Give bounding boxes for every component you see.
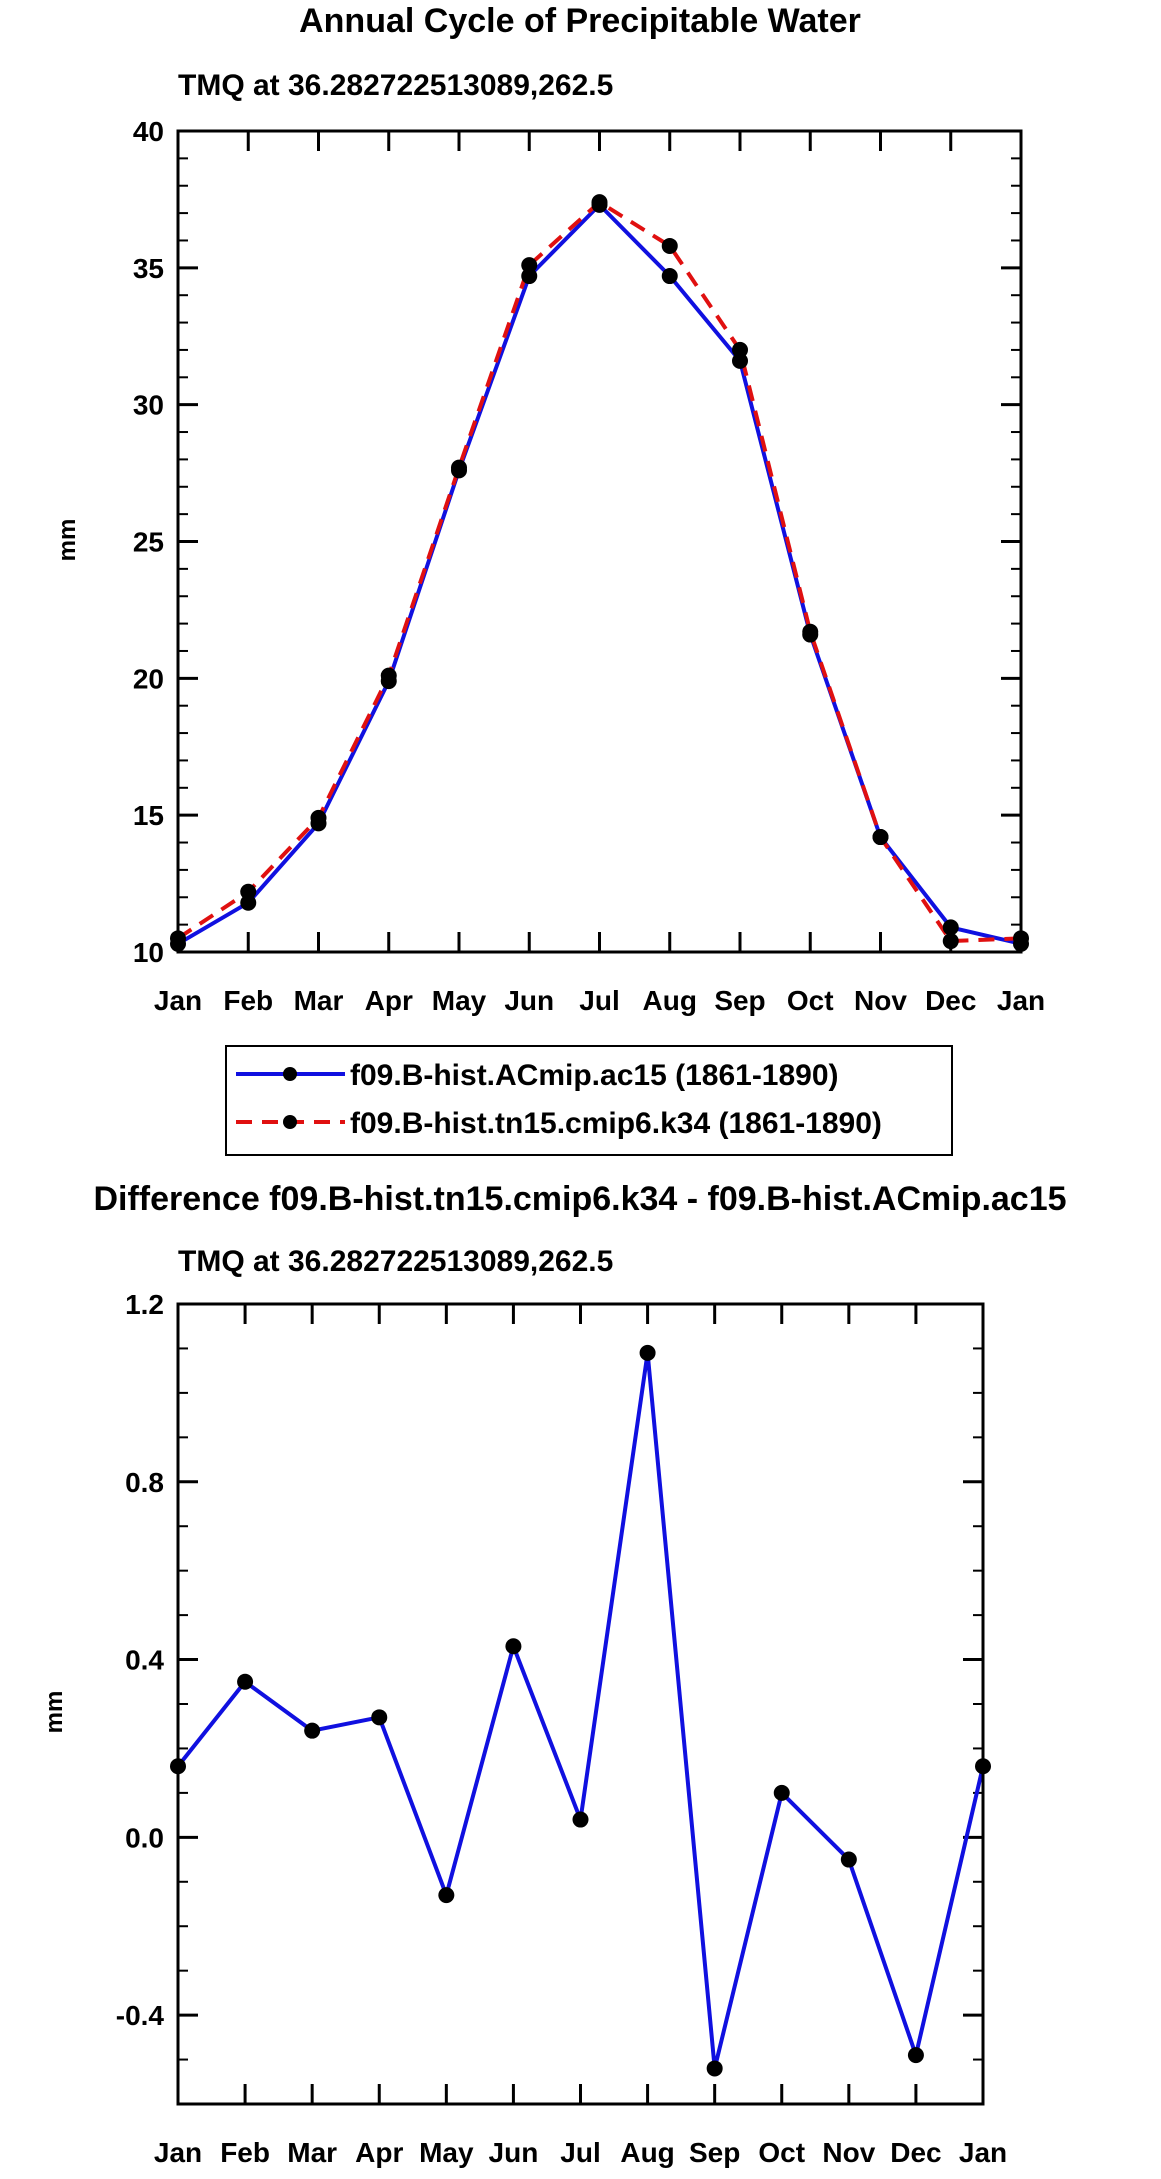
y-tick-labels: -0.4 0.0 0.4 0.8 1.2 — [116, 1289, 165, 2031]
legend-box — [225, 1045, 953, 1156]
axis-ticks — [176, 129, 1023, 954]
y-tick-label: 0.4 — [125, 1645, 164, 1676]
data-point — [591, 194, 608, 211]
legend-entry-ac15: f09.B-hist.ACmip.ac15 (1861-1890) — [236, 1059, 839, 1092]
y-axis-label: mm — [41, 1691, 68, 1734]
data-point — [521, 268, 538, 285]
legend-entry-tn15: f09.B-hist.tn15.cmip6.k34 (1861-1890) — [236, 1107, 882, 1140]
x-tick-label: Aug — [643, 985, 697, 1016]
legend: f09.B-hist.ACmip.ac15 (1861-1890) f09.B-… — [225, 1045, 953, 1156]
x-tick-label: Jan — [154, 985, 202, 1016]
chart-subtitle: TMQ at 36.282722513089,262.5 — [178, 69, 613, 102]
precip-annual-cycle-chart: Annual Cycle of Precipitable Water TMQ a… — [54, 2, 1045, 1016]
data-point — [773, 1784, 790, 1801]
x-tick-labels: Jan Feb Mar Apr May Jun Jul Aug Sep Oct Nov Dec Jan — [154, 2137, 1007, 2168]
y-tick-label: -0.4 — [116, 2000, 165, 2031]
data-point — [661, 237, 678, 254]
plot-frame — [176, 1302, 985, 2106]
series-line-0 — [176, 1350, 985, 2071]
data-point — [451, 459, 467, 476]
data-point — [380, 667, 397, 684]
x-tick-label: Oct — [787, 985, 834, 1016]
y-tick-label: 1.2 — [125, 1289, 164, 1320]
y-tick-label: 20 — [133, 663, 164, 694]
data-point — [840, 1851, 857, 1868]
axis-ticks — [176, 1302, 985, 2105]
x-tick-label: Jan — [154, 2137, 202, 2168]
x-tick-label: Mar — [287, 2137, 337, 2168]
x-tick-label: Aug — [620, 2137, 674, 2168]
legend-marker-tn15 — [283, 1115, 297, 1129]
x-tick-label: Oct — [758, 2137, 805, 2168]
data-point — [310, 809, 327, 826]
x-tick-labels: Jan Feb Mar Apr May Jun Jul Aug Sep Oct Nov Dec Jan — [154, 985, 1045, 1016]
series-line-1 — [176, 200, 1022, 944]
x-tick-label: Dec — [890, 2137, 941, 2168]
data-point — [942, 919, 959, 936]
x-tick-label: Jan — [997, 985, 1045, 1016]
y-tick-label: 15 — [133, 800, 164, 831]
x-tick-label: Jun — [489, 2137, 539, 2168]
y-tick-label: 0.8 — [125, 1467, 164, 1498]
x-tick-label: May — [432, 985, 487, 1016]
x-tick-label: Dec — [925, 985, 976, 1016]
data-point — [521, 257, 538, 274]
x-tick-label: Jan — [959, 2137, 1007, 2168]
x-tick-label: Nov — [822, 2137, 875, 2168]
data-point — [438, 1887, 455, 1904]
data-point — [661, 268, 678, 285]
y-axis-label: mm — [54, 519, 81, 562]
y-tick-label: 25 — [133, 527, 164, 558]
x-tick-label: Jul — [560, 2137, 600, 2168]
data-point — [505, 1638, 522, 1655]
x-tick-label: Apr — [365, 985, 413, 1016]
chart-title: Annual Cycle of Precipitable Water — [299, 2, 861, 40]
x-tick-label: Feb — [223, 985, 273, 1016]
x-tick-label: May — [419, 2137, 474, 2168]
data-point — [706, 2060, 723, 2077]
data-point — [732, 341, 748, 358]
data-point — [942, 933, 959, 950]
difference-chart: Difference f09.B-hist.tn15.cmip6.k34 - f… — [41, 1180, 1067, 2168]
y-tick-label: 0.0 — [125, 1822, 164, 1853]
legend-marker-ac15 — [283, 1067, 297, 1081]
x-tick-label: Jun — [504, 985, 554, 1016]
y-tick-label: 30 — [133, 390, 164, 421]
x-tick-label: Sep — [714, 985, 765, 1016]
y-tick-label: 35 — [133, 253, 164, 284]
data-point — [237, 1673, 254, 1690]
legend-label-tn15: f09.B-hist.tn15.cmip6.k34 (1861-1890) — [350, 1107, 882, 1140]
legend-label-ac15: f09.B-hist.ACmip.ac15 (1861-1890) — [350, 1059, 839, 1092]
y-tick-labels: 10 15 20 25 30 35 40 — [133, 116, 164, 968]
x-tick-label: Nov — [854, 985, 907, 1016]
plot-frame — [176, 129, 1023, 954]
data-point — [732, 352, 748, 369]
data-point — [907, 2047, 924, 2064]
chart-title: Difference f09.B-hist.tn15.cmip6.k34 - f… — [93, 1180, 1066, 1218]
data-point — [240, 894, 257, 911]
y-tick-label: 10 — [133, 937, 164, 968]
x-tick-label: Jul — [579, 985, 619, 1016]
y-tick-label: 40 — [133, 116, 164, 147]
data-point — [304, 1722, 321, 1739]
chart-subtitle: TMQ at 36.282722513089,262.5 — [178, 1245, 613, 1278]
plot-series — [170, 194, 1029, 952]
x-tick-label: Apr — [355, 2137, 403, 2168]
data-point — [572, 1811, 589, 1828]
plot-series — [170, 1344, 991, 2077]
data-point — [872, 829, 889, 846]
x-tick-label: Mar — [294, 985, 344, 1016]
data-point — [639, 1344, 656, 1361]
data-point — [371, 1709, 388, 1726]
data-point — [802, 623, 819, 640]
x-tick-label: Sep — [689, 2137, 740, 2168]
x-tick-label: Feb — [220, 2137, 270, 2168]
data-point — [240, 883, 257, 900]
